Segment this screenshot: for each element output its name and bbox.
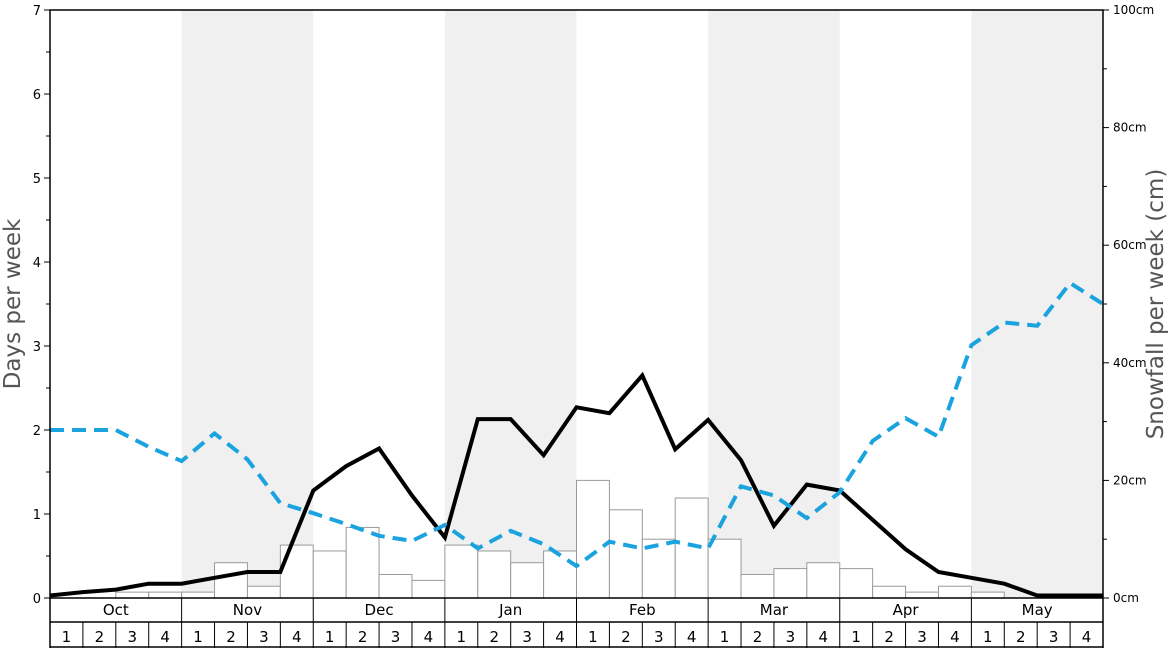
week-label: 1 (325, 628, 335, 646)
left-axis-title: Days per week (0, 218, 26, 389)
snowfall-bar (905, 591, 939, 599)
week-label: 3 (1049, 628, 1059, 646)
week-label: 3 (127, 628, 137, 646)
snowfall-bar (674, 497, 709, 599)
week-label: 1 (851, 628, 861, 646)
week-label: 4 (819, 628, 829, 646)
month-label-apr: Apr (893, 601, 920, 619)
month-label-dec: Dec (365, 601, 394, 619)
snowfall-bar (510, 562, 545, 599)
snowfall-bar (444, 544, 479, 599)
week-label: 3 (654, 628, 664, 646)
week-label: 4 (1082, 628, 1092, 646)
snowfall-bar (477, 550, 512, 599)
week-label: 4 (160, 628, 170, 646)
left-tick-label: 2 (33, 424, 41, 439)
week-label: 4 (424, 628, 434, 646)
week-label: 4 (950, 628, 960, 646)
week-label: 2 (753, 628, 763, 646)
month-shading (181, 10, 1103, 598)
right-tick-label: 80cm (1113, 121, 1147, 135)
snowfall-bar (378, 573, 413, 599)
snowfall-bar (148, 591, 183, 599)
week-label: 3 (259, 628, 269, 646)
week-label: 4 (687, 628, 697, 646)
snowfall-bar (576, 479, 610, 599)
week-label: 1 (983, 628, 993, 646)
right-axis-title: Snowfall per week (cm) (1143, 169, 1168, 440)
week-label: 2 (95, 628, 105, 646)
week-label: 2 (621, 628, 631, 646)
right-tick-label: 60cm (1113, 238, 1147, 252)
snowfall-bar (312, 550, 347, 599)
week-label: 2 (358, 628, 368, 646)
x-axis-month-week: Oct 1 2 3 4 Nov 1 2 3 4 Dec 1 2 3 4 Jan 1 2 3 4 Feb 1 2 3 4 Mar 1 2… (49, 598, 1104, 648)
solid-series-line (49, 371, 1103, 598)
week-label: 3 (391, 628, 401, 646)
month-label-jan: Jan (498, 601, 522, 619)
snowfall-bar (246, 585, 281, 599)
month-label-feb: Feb (629, 601, 656, 619)
week-label: 4 (555, 628, 565, 646)
snowfall-bar (214, 562, 248, 599)
right-tick-label: 40cm (1113, 356, 1147, 370)
month-shade-mar (708, 10, 840, 598)
month-label-mar: Mar (760, 601, 789, 619)
right-tick-label: 100cm (1113, 3, 1154, 17)
snowfall-bar (279, 544, 314, 599)
week-label: 1 (720, 628, 730, 646)
right-tick-label: 0cm (1113, 591, 1139, 605)
snowfall-bar (740, 573, 775, 599)
week-label: 4 (292, 628, 302, 646)
snowfall-bar (839, 568, 874, 599)
left-tick-label: 3 (33, 340, 41, 355)
right-tick-label: 20cm (1113, 473, 1147, 487)
left-tick-label: 7 (33, 4, 41, 19)
snowfall-bar (345, 526, 380, 599)
series-lines (49, 280, 1105, 598)
snowfall-bar (608, 509, 643, 599)
left-tick-label: 6 (33, 88, 41, 103)
snowfall-bar (872, 585, 907, 599)
week-label: 1 (588, 628, 598, 646)
left-tick-label: 1 (33, 508, 41, 523)
week-label: 3 (522, 628, 532, 646)
left-tick-label: 0 (33, 592, 41, 607)
left-tick-label: 4 (33, 256, 41, 271)
week-label: 1 (457, 628, 467, 646)
snowfall-bar (806, 562, 841, 599)
week-label: 1 (193, 628, 203, 646)
week-label: 2 (489, 628, 499, 646)
snowfall-bar (115, 591, 150, 599)
month-shade-nov (181, 10, 314, 598)
month-label-nov: Nov (233, 601, 262, 619)
right-axis: 0cm 20cm 40cm 60cm 80cm 100cm (1103, 3, 1154, 605)
snowfall-bar (181, 591, 216, 599)
snowfall-bar (773, 568, 808, 599)
dashed-series-line (50, 280, 1105, 569)
snowfall-bar (411, 579, 446, 599)
month-label-may: May (1022, 601, 1053, 619)
snowfall-bar (707, 538, 742, 599)
month-shade-may (971, 10, 1103, 598)
snowfall-bar (937, 585, 972, 599)
week-label: 2 (884, 628, 894, 646)
snowfall-bar (970, 591, 1005, 599)
week-label: 3 (917, 628, 927, 646)
month-label-oct: Oct (103, 601, 129, 619)
snowfall-bar (543, 550, 577, 599)
week-label: 2 (1016, 628, 1026, 646)
week-label: 3 (786, 628, 796, 646)
week-label: 2 (226, 628, 236, 646)
left-axis: 0 1 2 3 4 5 6 7 (33, 4, 50, 607)
week-label: 1 (62, 628, 72, 646)
left-tick-label: 5 (33, 172, 41, 187)
month-shade-jan (444, 10, 577, 598)
